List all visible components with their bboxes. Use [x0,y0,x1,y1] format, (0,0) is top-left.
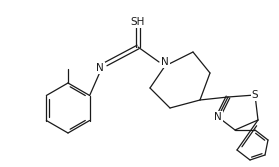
Text: N: N [161,57,169,67]
Text: SH: SH [131,17,145,27]
Text: N: N [96,63,104,73]
Text: S: S [252,90,258,100]
Text: N: N [214,112,222,122]
